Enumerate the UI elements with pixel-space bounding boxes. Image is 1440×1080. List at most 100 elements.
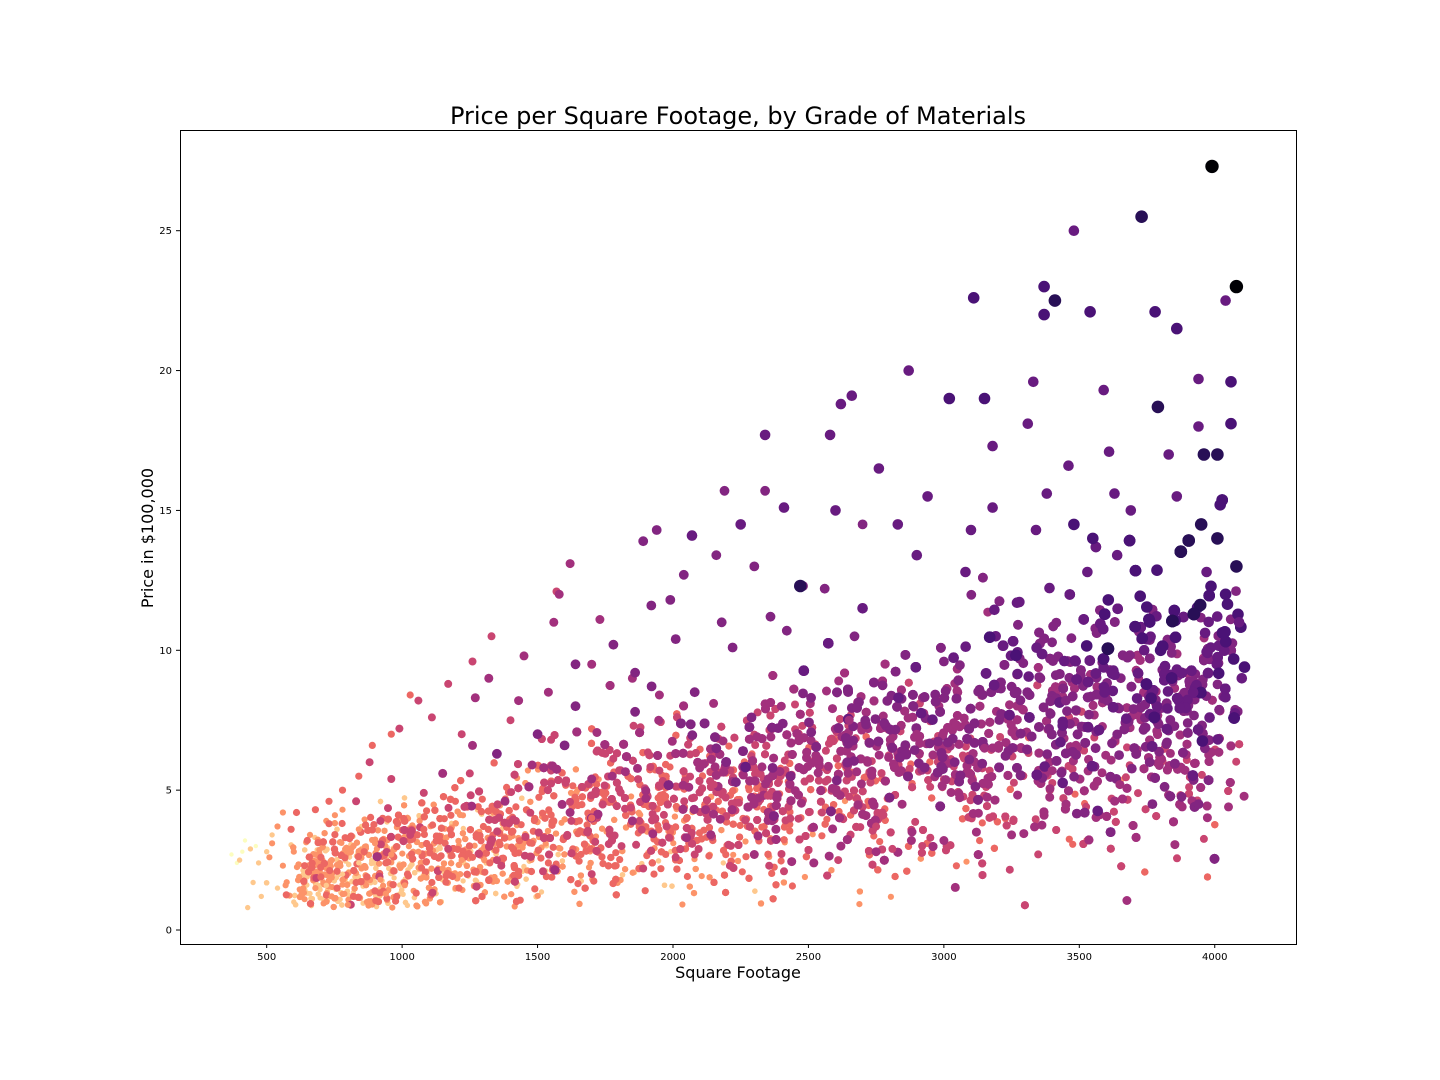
data-point xyxy=(1110,796,1120,806)
data-point xyxy=(769,811,779,821)
data-point xyxy=(798,688,808,699)
data-point xyxy=(658,838,667,847)
data-point xyxy=(621,804,629,813)
data-point xyxy=(751,741,760,749)
data-point xyxy=(806,727,817,738)
data-point xyxy=(598,853,606,861)
data-point xyxy=(661,792,670,801)
data-point xyxy=(487,835,496,844)
data-point xyxy=(744,722,755,732)
data-point xyxy=(769,895,777,903)
data-point xyxy=(567,876,575,884)
data-point xyxy=(718,827,725,834)
data-point xyxy=(496,841,504,849)
data-point xyxy=(900,650,911,660)
data-point xyxy=(1178,747,1188,758)
data-point xyxy=(399,887,405,893)
data-point xyxy=(821,746,830,755)
data-point xyxy=(760,699,770,709)
data-point xyxy=(973,850,983,860)
data-point xyxy=(1204,757,1214,766)
data-point xyxy=(399,850,406,857)
data-point xyxy=(717,722,726,731)
data-point xyxy=(531,815,539,823)
data-point xyxy=(1034,850,1043,859)
data-point xyxy=(444,803,453,812)
data-point xyxy=(853,800,863,810)
data-point xyxy=(1214,704,1225,715)
data-point xyxy=(745,786,753,794)
data-point xyxy=(970,781,981,792)
data-point xyxy=(672,823,680,831)
data-point xyxy=(448,852,456,860)
data-point xyxy=(762,741,771,750)
data-point xyxy=(547,779,556,788)
data-point xyxy=(1131,693,1143,704)
data-point xyxy=(306,900,315,908)
data-point xyxy=(641,786,651,796)
data-point xyxy=(561,816,568,823)
data-point xyxy=(571,888,578,895)
data-point xyxy=(686,883,693,890)
data-point xyxy=(435,832,443,841)
data-point xyxy=(476,832,484,840)
data-point xyxy=(778,807,787,816)
data-point xyxy=(550,792,558,800)
data-point xyxy=(460,878,466,884)
data-point xyxy=(864,738,875,748)
data-point xyxy=(868,860,877,869)
data-point xyxy=(692,865,699,873)
data-point xyxy=(475,787,484,796)
data-point xyxy=(765,861,774,870)
data-point xyxy=(960,641,971,652)
data-point xyxy=(828,704,837,714)
data-point xyxy=(861,707,871,717)
data-point xyxy=(482,849,490,857)
data-point xyxy=(962,805,970,813)
data-point xyxy=(372,852,382,862)
data-point xyxy=(1190,758,1200,768)
data-point xyxy=(1121,713,1132,724)
data-point xyxy=(1180,765,1190,775)
data-point xyxy=(856,779,866,789)
data-point xyxy=(1044,582,1055,594)
data-point xyxy=(347,832,355,840)
data-point xyxy=(1214,747,1224,757)
data-point xyxy=(425,844,434,852)
data-point xyxy=(491,874,498,881)
data-point xyxy=(505,807,513,815)
data-point xyxy=(1034,722,1044,732)
data-point xyxy=(557,799,567,809)
data-point xyxy=(448,860,455,867)
data-point xyxy=(599,860,607,868)
data-point xyxy=(1226,741,1236,751)
data-point xyxy=(582,847,590,855)
data-point xyxy=(722,888,730,897)
data-point xyxy=(930,689,941,700)
data-point xyxy=(826,806,836,817)
data-point xyxy=(354,853,362,861)
data-point xyxy=(771,835,781,844)
data-point xyxy=(963,858,970,865)
data-point xyxy=(822,686,831,696)
data-point xyxy=(591,789,600,798)
data-point xyxy=(834,676,844,686)
data-point xyxy=(1201,646,1212,658)
data-point xyxy=(584,826,592,835)
data-point xyxy=(1003,770,1013,780)
data-point xyxy=(978,819,986,827)
data-point xyxy=(969,718,980,729)
data-point xyxy=(648,802,657,810)
data-point xyxy=(390,867,398,875)
data-point xyxy=(561,851,568,858)
data-point xyxy=(1150,773,1160,783)
data-point xyxy=(1139,723,1150,733)
data-point xyxy=(710,762,720,772)
data-point xyxy=(394,811,403,819)
data-point xyxy=(801,873,809,881)
data-point xyxy=(856,888,864,895)
data-point xyxy=(648,859,656,867)
data-point xyxy=(928,750,938,760)
data-point xyxy=(893,692,904,703)
data-point xyxy=(1062,706,1072,717)
